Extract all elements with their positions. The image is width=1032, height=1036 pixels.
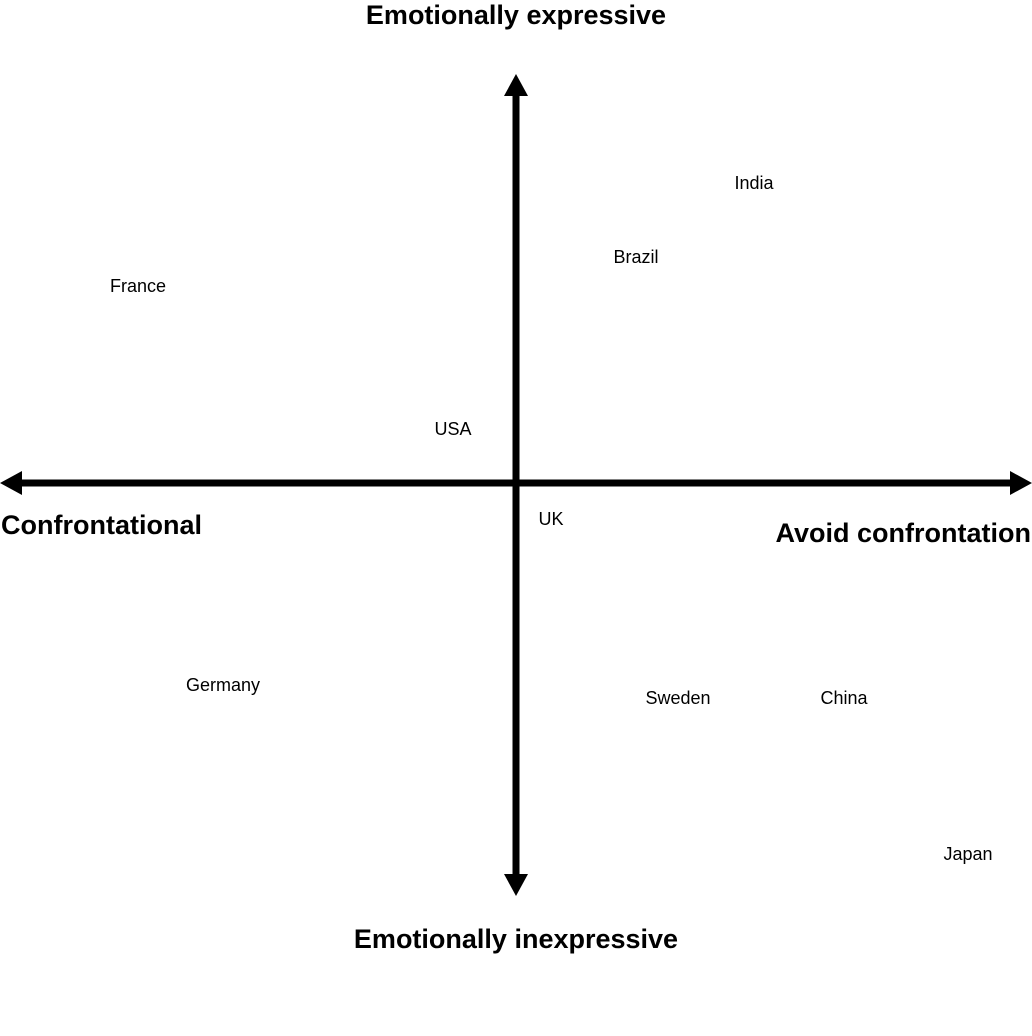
arrow-up: [504, 74, 528, 96]
country-label: Germany: [186, 675, 260, 695]
bottom-label: Emotionally inexpressive: [354, 924, 678, 954]
left-label: Confrontational: [1, 510, 202, 540]
country-label: France: [110, 276, 166, 296]
top-label: Emotionally expressive: [366, 0, 666, 30]
arrow-down: [504, 874, 528, 896]
country-label: USA: [434, 419, 471, 439]
country-label: India: [734, 173, 774, 193]
right-label: Avoid confrontation: [776, 518, 1031, 548]
arrow-right: [1010, 471, 1032, 495]
country-label: Japan: [943, 844, 992, 864]
country-label: Brazil: [613, 247, 658, 267]
country-label: UK: [538, 509, 563, 529]
country-label: Sweden: [645, 688, 710, 708]
arrow-left: [0, 471, 22, 495]
country-label: China: [820, 688, 868, 708]
